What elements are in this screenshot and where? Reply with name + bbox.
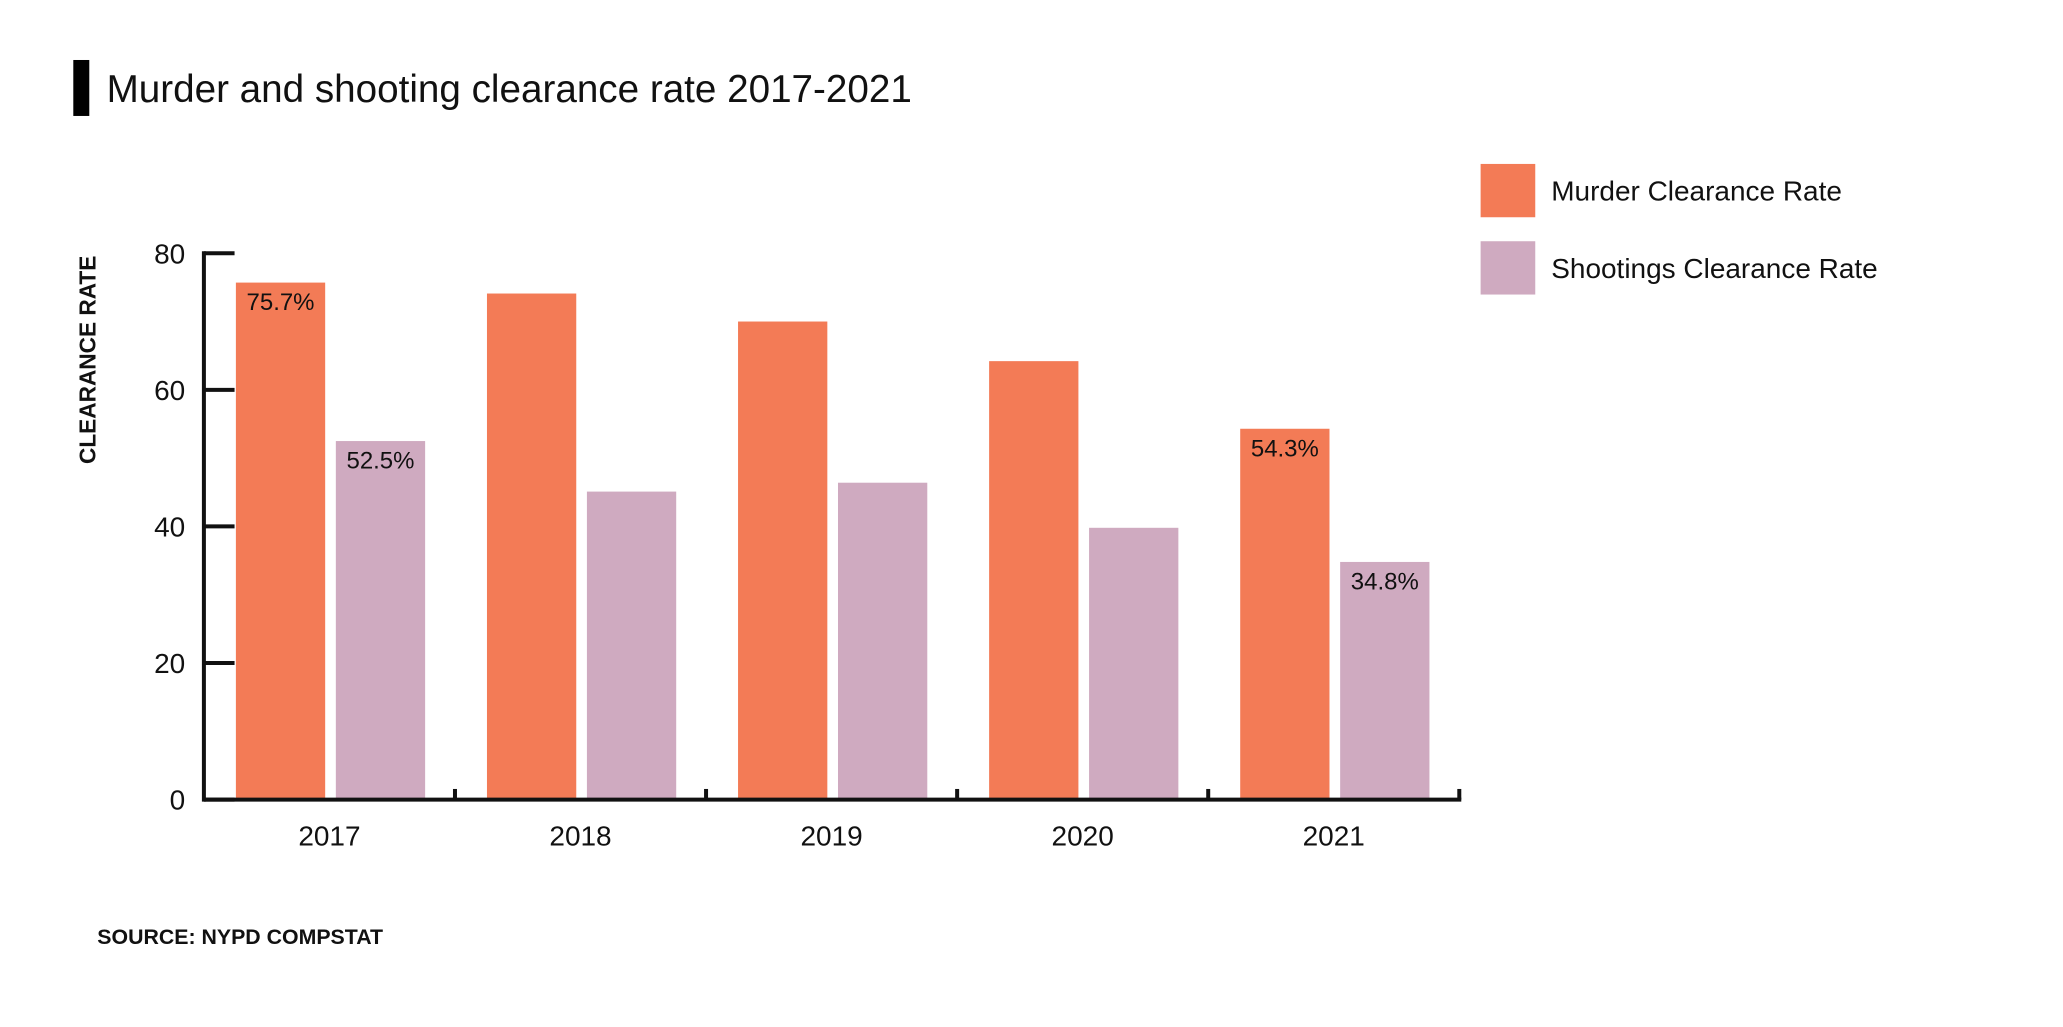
y-tick-label: 80: [154, 238, 185, 269]
legend-label: Murder Clearance Rate: [1551, 176, 1842, 207]
bar: [738, 321, 828, 800]
bar: [335, 441, 426, 800]
y-axis-label: CLEARANCE RATE: [74, 256, 100, 464]
bar: [235, 282, 326, 800]
bar: [486, 293, 577, 800]
legend-label: Shootings Clearance Rate: [1551, 253, 1878, 284]
x-tick-label: 2020: [1052, 821, 1114, 852]
x-tick-label: 2018: [549, 821, 611, 852]
bar: [989, 361, 1079, 800]
bar: [1089, 527, 1179, 800]
legend-swatch: [1480, 163, 1536, 218]
y-tick-label: 60: [154, 375, 185, 406]
legend-swatch: [1480, 241, 1536, 295]
bar: [1340, 561, 1430, 800]
value-label: 34.8%: [1351, 569, 1419, 596]
x-tick-label: 2019: [800, 821, 862, 852]
bar: [1240, 428, 1330, 800]
y-tick-label: 40: [154, 511, 185, 542]
bar: [837, 482, 928, 800]
x-tick-label: 2017: [298, 821, 360, 852]
y-tick-label: 20: [154, 648, 185, 679]
source: SOURCE: NYPD COMPSTAT: [97, 925, 383, 949]
x-tick-label: 2021: [1303, 821, 1365, 852]
value-label: 54.3%: [1251, 435, 1319, 462]
chart-title: Murder and shooting clearance rate 2017-…: [107, 68, 912, 111]
bar: [586, 491, 677, 800]
y-tick-label: 0: [170, 785, 186, 816]
value-label: 52.5%: [346, 448, 414, 475]
value-label: 75.7%: [247, 289, 315, 316]
title-marker: [73, 59, 90, 116]
